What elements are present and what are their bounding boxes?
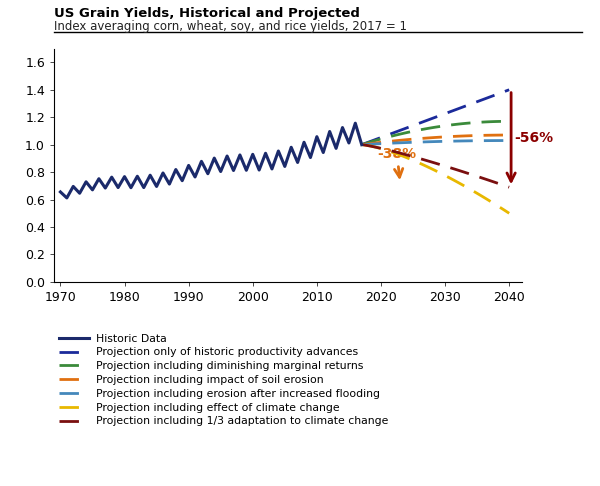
Text: US Grain Yields, Historical and Projected: US Grain Yields, Historical and Projecte… xyxy=(54,7,360,20)
Legend: Historic Data, Projection only of historic productivity advances, Projection inc: Historic Data, Projection only of histor… xyxy=(55,330,392,431)
Text: -38%: -38% xyxy=(377,147,416,177)
Text: Index averaging corn, wheat, soy, and rice yields, 2017 = 1: Index averaging corn, wheat, soy, and ri… xyxy=(54,20,407,34)
Text: -56%: -56% xyxy=(514,132,553,145)
